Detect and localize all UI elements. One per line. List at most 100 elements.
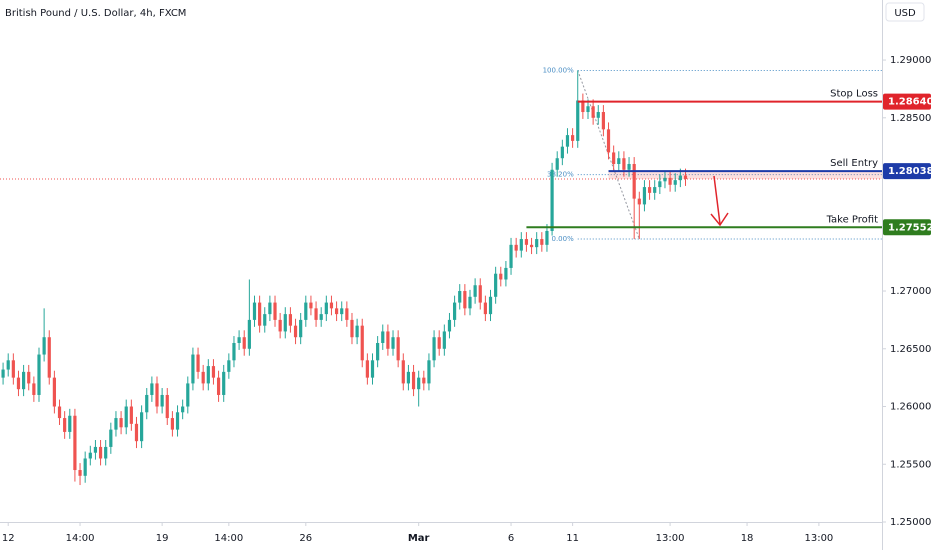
y-tick-label: 1.26000 bbox=[890, 402, 931, 413]
candle-body bbox=[632, 163, 636, 199]
candle-body bbox=[191, 354, 195, 384]
currency[interactable]: USD bbox=[894, 8, 916, 19]
candle-body bbox=[422, 377, 426, 384]
candle-body bbox=[129, 406, 133, 424]
candle-body bbox=[42, 337, 46, 355]
candle-body bbox=[345, 308, 349, 320]
candle-body bbox=[370, 360, 375, 378]
candle-body bbox=[140, 412, 144, 442]
candle-body bbox=[57, 406, 62, 419]
candle-body bbox=[104, 446, 108, 459]
candle-body bbox=[304, 302, 308, 320]
candle-body bbox=[637, 198, 641, 205]
candle-body bbox=[427, 360, 431, 384]
candle-body bbox=[571, 135, 575, 141]
sell-arrow bbox=[710, 175, 729, 227]
candle-body bbox=[576, 100, 580, 141]
candle-body bbox=[658, 181, 662, 188]
x-tick-label: 13:00 bbox=[656, 533, 685, 544]
candle-body bbox=[299, 319, 303, 338]
candle-body bbox=[93, 446, 98, 453]
plot: 100.00% 38.20% 0.00% Stop Loss Sell Entry Tak… bbox=[0, 66, 882, 486]
y-tick-label: 1.28500 bbox=[890, 113, 931, 124]
x-tick-label: 26 bbox=[299, 533, 312, 544]
candle-body bbox=[114, 418, 118, 430]
candle-body bbox=[83, 458, 87, 476]
candle-body bbox=[63, 418, 67, 432]
arrow-head bbox=[710, 212, 729, 227]
level-name: Take Profit bbox=[826, 214, 879, 225]
price-box bbox=[883, 163, 931, 180]
candle-body bbox=[545, 230, 549, 245]
x-tick-label: 14:00 bbox=[214, 533, 243, 544]
candle-body bbox=[324, 302, 328, 315]
candle-body bbox=[37, 354, 41, 395]
candle-body bbox=[319, 314, 323, 320]
candle-body bbox=[165, 394, 169, 419]
candle-body bbox=[468, 296, 472, 309]
candle-body bbox=[529, 244, 534, 248]
candle-body bbox=[155, 383, 159, 407]
candle-body bbox=[124, 406, 128, 428]
candle-body bbox=[355, 325, 359, 338]
candle-body bbox=[186, 383, 190, 407]
arrow-shaft bbox=[713, 175, 721, 225]
candle-body bbox=[227, 360, 231, 372]
candle-body bbox=[555, 158, 559, 170]
candle-body bbox=[232, 342, 236, 361]
y-tick-label: 1.25000 bbox=[890, 517, 931, 528]
candle-body bbox=[314, 308, 318, 320]
candle-body bbox=[237, 337, 241, 343]
candle-body bbox=[293, 325, 298, 338]
candle-body bbox=[458, 291, 462, 303]
sell-zone bbox=[608, 171, 882, 180]
y-tick-label: 1.29000 bbox=[890, 55, 931, 66]
candle-body bbox=[211, 366, 216, 378]
candle-body bbox=[68, 415, 72, 432]
candle-body bbox=[524, 239, 529, 245]
candle-body bbox=[22, 371, 26, 390]
candle-body bbox=[550, 169, 554, 231]
candle-body bbox=[683, 175, 688, 180]
candle-body bbox=[596, 112, 600, 118]
y-tick-label: 1.26500 bbox=[890, 344, 931, 355]
price-box-label: 1.27552 bbox=[888, 222, 932, 233]
candle-body bbox=[78, 470, 82, 476]
candle-body bbox=[340, 308, 344, 315]
candle-body bbox=[175, 412, 180, 430]
candle-body bbox=[622, 158, 626, 170]
candle-body bbox=[160, 394, 164, 407]
candle-body bbox=[612, 152, 616, 164]
candle-body bbox=[401, 360, 405, 384]
candle-body bbox=[222, 371, 226, 395]
candle-body bbox=[601, 112, 605, 130]
candle-body bbox=[509, 244, 513, 268]
candle-body bbox=[452, 302, 457, 320]
candle-body bbox=[647, 187, 652, 193]
candle-body bbox=[283, 314, 287, 332]
candle-body bbox=[396, 337, 400, 361]
candle-body bbox=[478, 285, 482, 303]
currency-box[interactable] bbox=[885, 2, 925, 22]
candle-body bbox=[540, 239, 544, 245]
candle-body bbox=[263, 314, 267, 326]
candle-body bbox=[329, 302, 334, 309]
candle-body bbox=[535, 239, 539, 248]
candle-body bbox=[273, 302, 277, 320]
candle-body bbox=[11, 360, 15, 378]
candle-body bbox=[309, 302, 313, 309]
candle-body bbox=[32, 383, 36, 395]
candle-body bbox=[376, 342, 380, 361]
candle-body bbox=[473, 285, 477, 297]
fib-label: 100.00% bbox=[543, 66, 574, 74]
candle-body bbox=[447, 319, 452, 332]
candle-body bbox=[258, 302, 262, 326]
candle-body bbox=[432, 337, 436, 361]
candle-body bbox=[673, 180, 677, 185]
candle-body bbox=[145, 394, 149, 413]
x-tick-label: Mar bbox=[408, 533, 430, 544]
candle-body bbox=[278, 319, 282, 332]
candle-body bbox=[606, 129, 611, 153]
candle-body bbox=[98, 446, 103, 459]
